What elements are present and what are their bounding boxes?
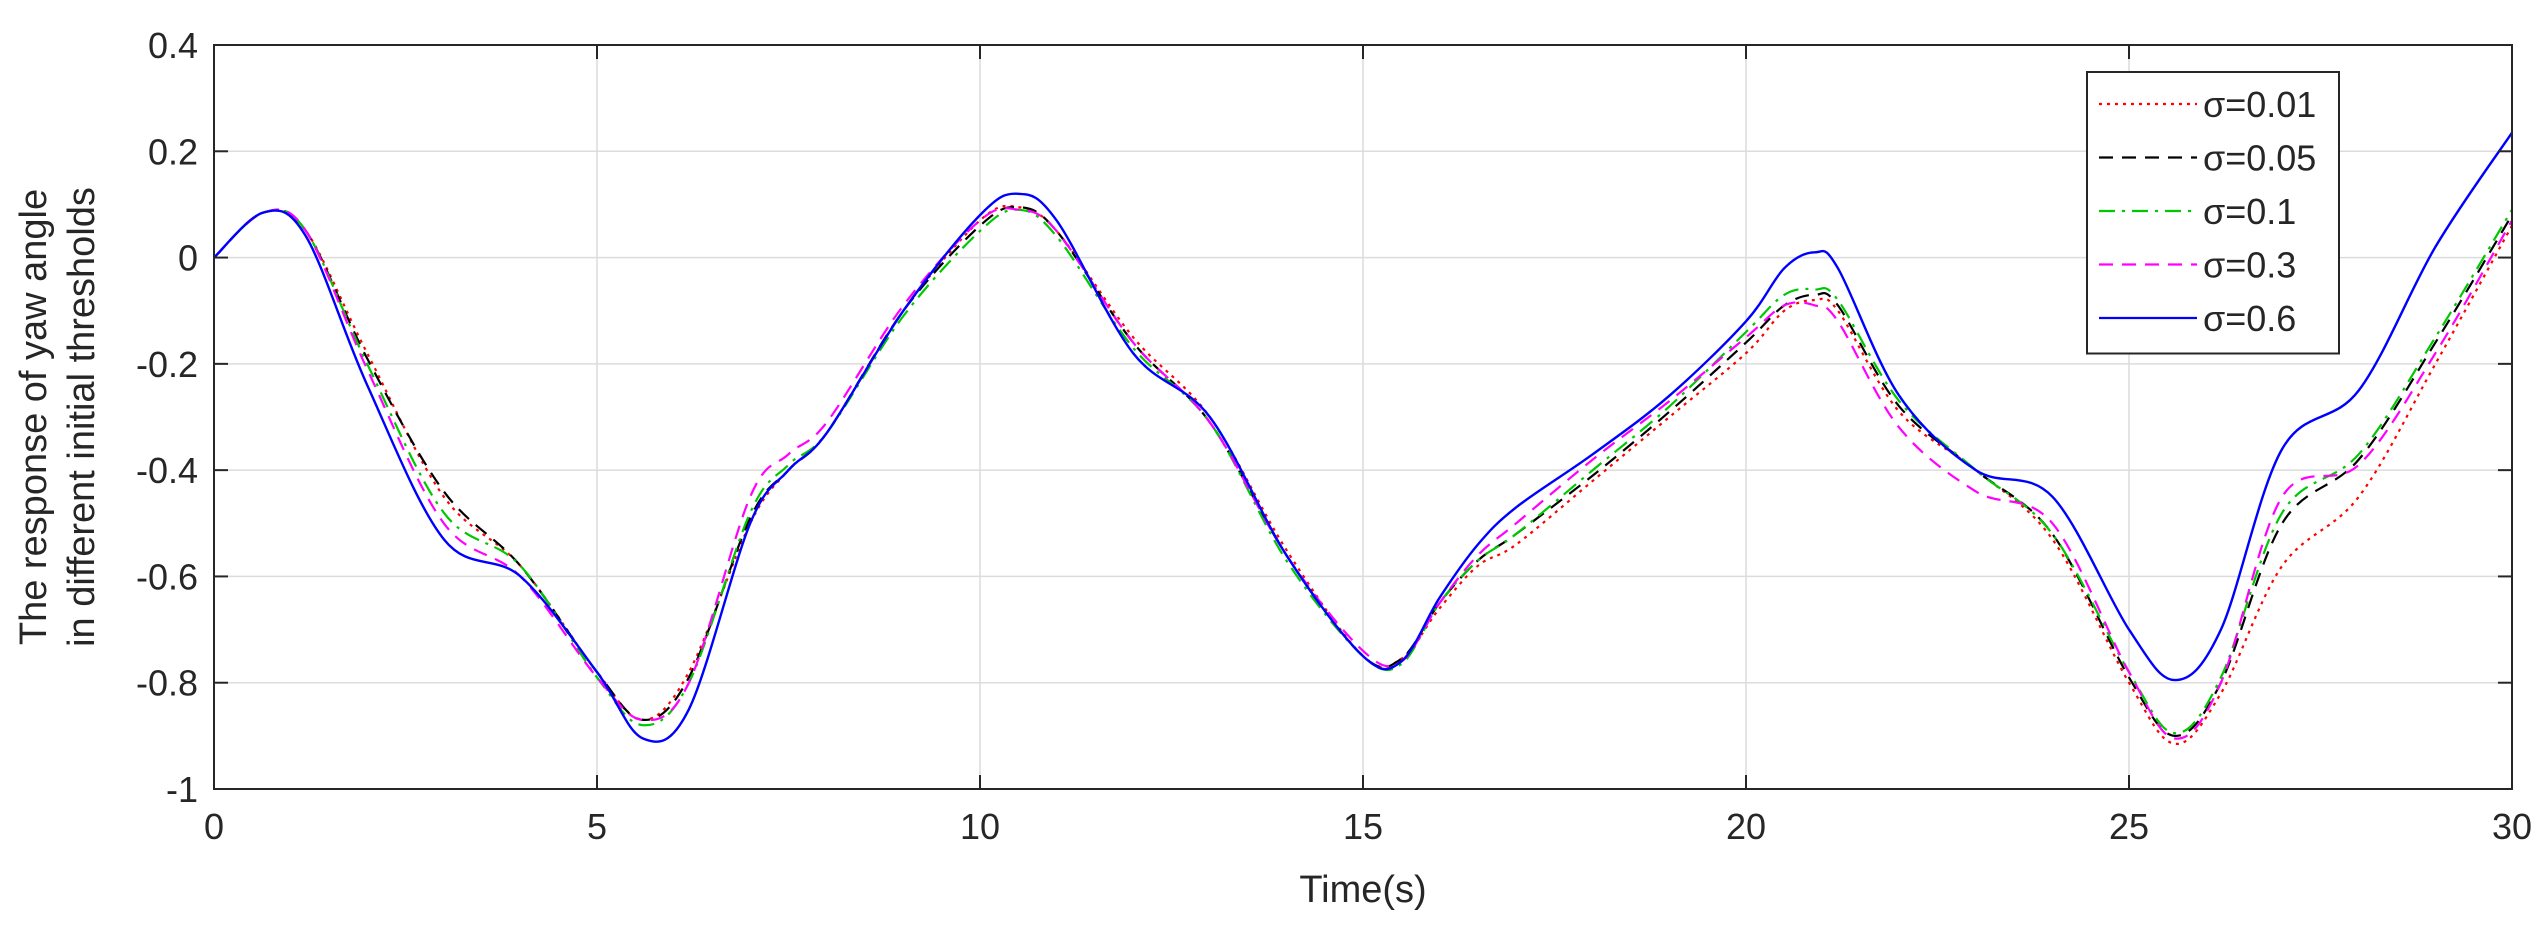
y-tick-label: -1 <box>166 769 198 810</box>
x-tick-label: 5 <box>587 806 607 847</box>
x-tick-label: 10 <box>960 806 1000 847</box>
y-tick-label: 0 <box>178 238 198 279</box>
legend-label: σ=0.1 <box>2203 191 2296 232</box>
x-tick-label: 25 <box>2109 806 2149 847</box>
y-tick-label: 0.4 <box>148 25 198 66</box>
y-axis-label-line-2: in different initial thresholds <box>61 187 103 647</box>
x-axis-label: Time(s) <box>1299 869 1426 911</box>
y-tick-label: -0.2 <box>136 344 198 385</box>
axis-ticks: 0 5 10 15 20 25 30 0.4 0.2 0 -0.2 -0.4 -0.6 -0.8 -1 <box>136 25 2532 847</box>
y-axis-label-line-1: The response of yaw angle <box>13 189 55 645</box>
x-tick-label: 30 <box>2492 806 2532 847</box>
x-tick-label: 0 <box>204 806 224 847</box>
series-group <box>213 132 2513 745</box>
x-tick-label: 15 <box>1343 806 1383 847</box>
legend-label: σ=0.01 <box>2203 84 2316 125</box>
series-line-4 <box>213 207 2513 740</box>
series-line-1 <box>213 204 2513 745</box>
legend: σ=0.01 σ=0.05 σ=0.1 σ=0.3 σ=0.6 <box>2086 71 2340 355</box>
y-tick-label: 0.2 <box>148 131 198 172</box>
series-line-2 <box>213 205 2513 738</box>
y-axis-label: The response of yaw angle in different i… <box>13 187 103 647</box>
legend-label: σ=0.3 <box>2203 245 2296 286</box>
series-line-5 <box>213 132 2513 743</box>
y-tick-label: -0.6 <box>136 556 198 597</box>
x-tick-label: 20 <box>1726 806 1766 847</box>
legend-label: σ=0.05 <box>2203 138 2316 179</box>
legend-box <box>2086 71 2340 355</box>
y-tick-label: -0.8 <box>136 663 198 704</box>
legend-label: σ=0.6 <box>2203 298 2296 339</box>
y-tick-label: -0.4 <box>136 450 198 491</box>
